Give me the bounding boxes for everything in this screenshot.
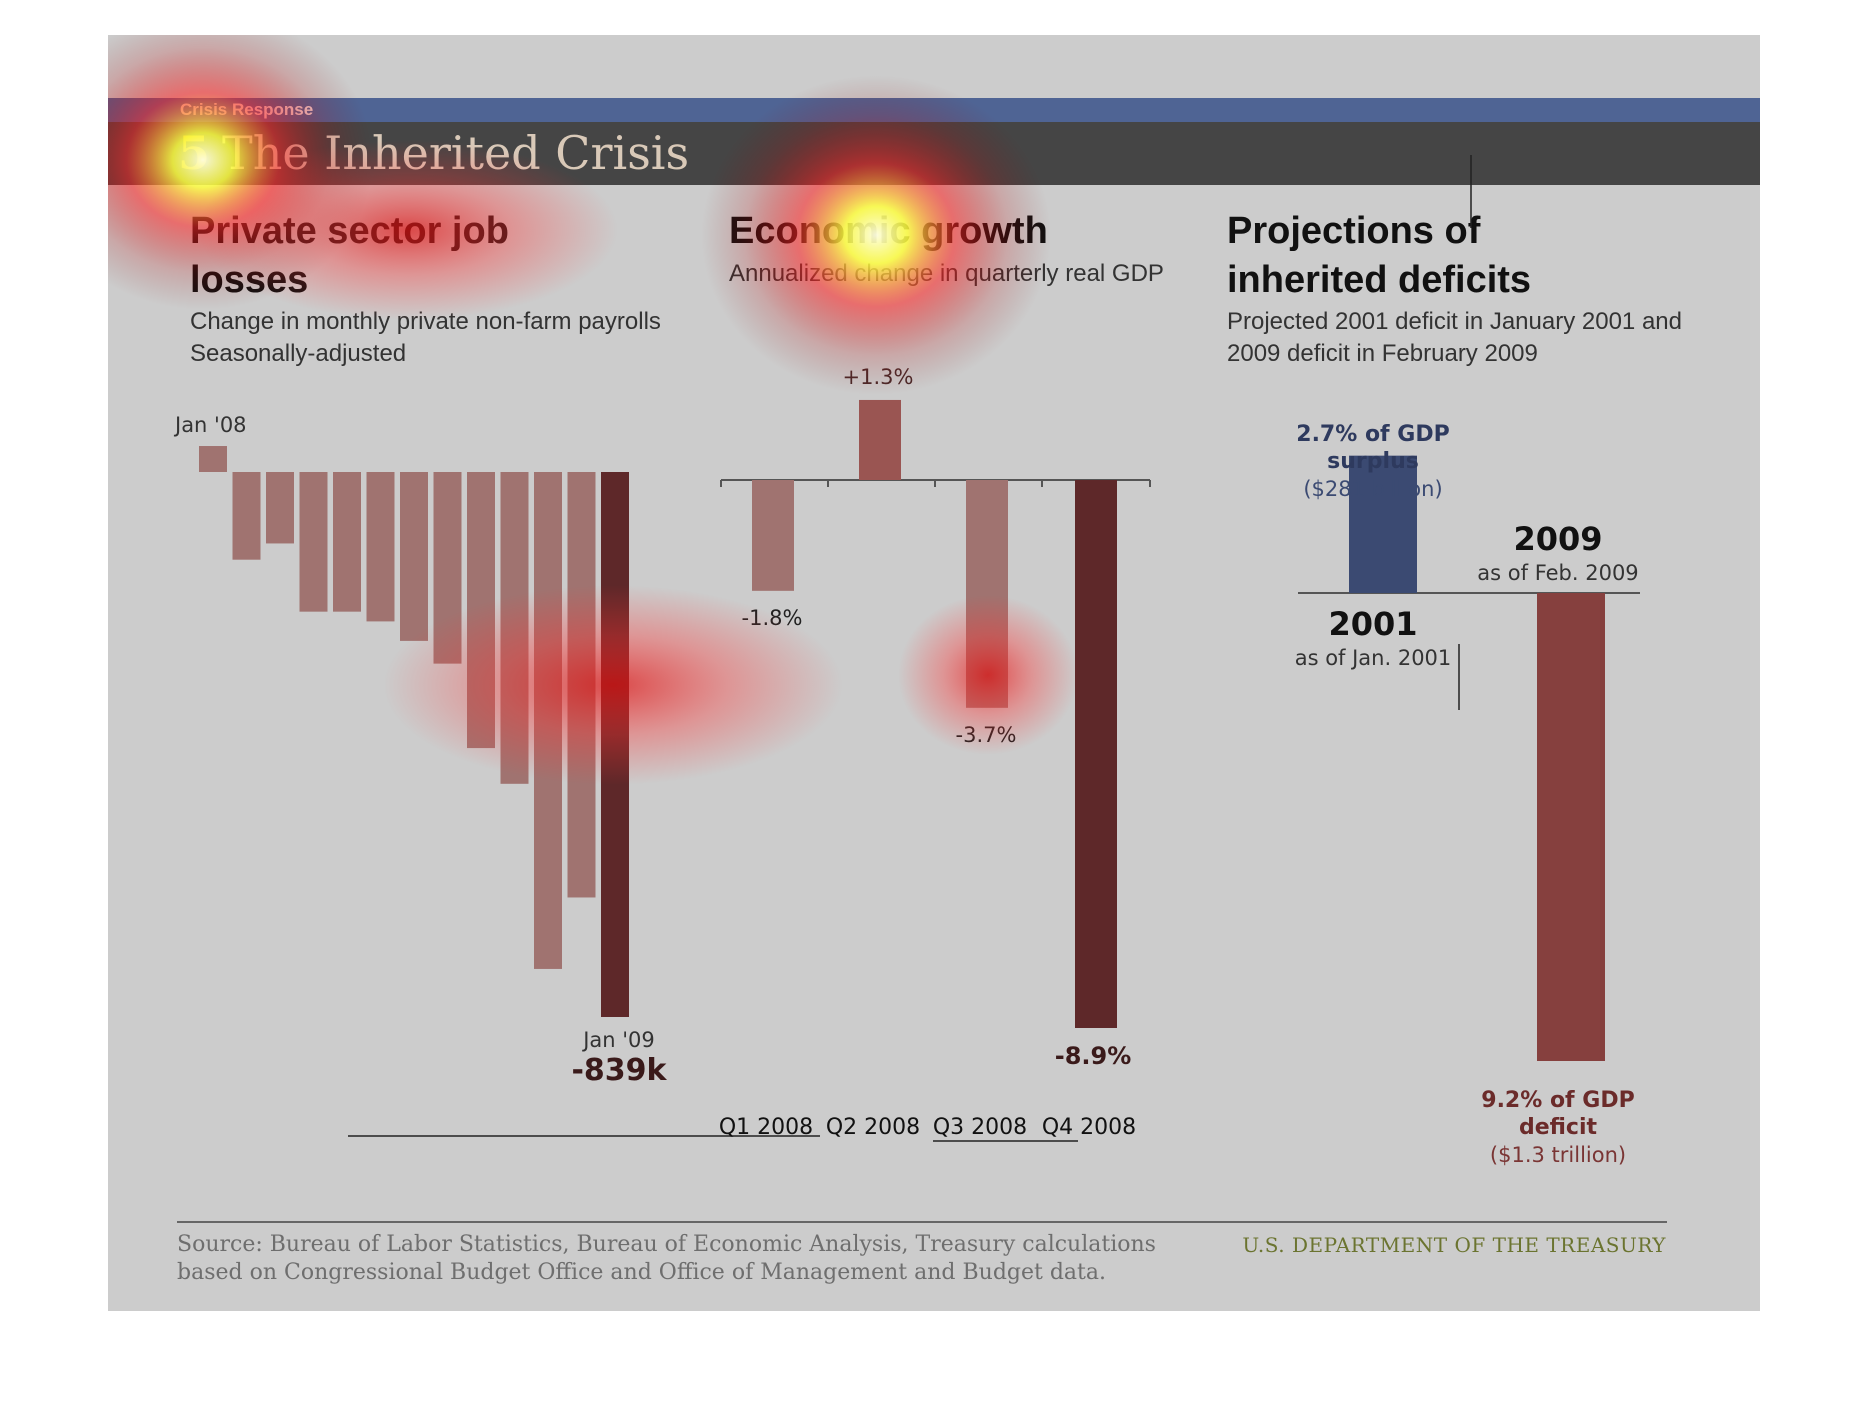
jobs-bar-11	[567, 472, 596, 898]
footer-rule	[177, 1221, 1667, 1223]
jobs-bar-12	[601, 472, 629, 1017]
footer-source: Source: Bureau of Labor Statistics, Bure…	[177, 1231, 1177, 1287]
deficit-title-1: Projections of	[1227, 210, 1481, 252]
jobs-start-label: Jan '08	[175, 413, 247, 437]
surplus-label-1: 2.7% of GDP	[1296, 422, 1450, 447]
jobs-bar-10	[534, 472, 562, 969]
jobs-bar-6	[400, 472, 428, 641]
deficit-chart	[1298, 155, 1640, 1061]
jobs-end-label: Jan '09	[583, 1028, 655, 1052]
department-logo-text: U.S. DEPARTMENT OF THE TREASURY	[1242, 1233, 1666, 1257]
jobs-bar-2	[266, 472, 294, 544]
jobs-chart	[199, 446, 820, 1137]
jobs-subtitle-2: Seasonally-adjusted	[190, 340, 407, 367]
deficit-bar-2001	[1349, 455, 1417, 593]
jobs-end-value-label: -839k	[571, 1053, 667, 1088]
deficit-subtitle-2: 2009 deficit in February 2009	[1227, 340, 1538, 367]
footer-source-line-1: Source: Bureau of Labor Statistics, Bure…	[177, 1232, 1156, 1257]
slide: Crisis Response 5 The Inherited Crisis Pr…	[108, 35, 1760, 1311]
gdp-bar-3	[1075, 480, 1117, 1028]
jobs-bar-0	[199, 446, 227, 472]
jobs-bar-7	[433, 472, 462, 664]
deficit-title-2: inherited deficits	[1227, 259, 1532, 301]
gdp-value-label-q4: -8.9%	[1054, 1042, 1132, 1070]
jobs-bar-3	[299, 472, 328, 612]
gdp-category-label-2: Q3 2008	[933, 1115, 1027, 1140]
gdp-value-label-q2: +1.3%	[842, 365, 914, 389]
gdp-value-label-q1: -1.8%	[741, 606, 803, 630]
deficit-subtitle-1: Projected 2001 deficit in January 2001 a…	[1227, 308, 1682, 335]
gdp-value-label-q3: -3.7%	[955, 723, 1017, 747]
gdp-category-label-3: Q4 2008	[1042, 1115, 1136, 1140]
jobs-bar-1	[232, 472, 261, 560]
footer-source-line-2: based on Congressional Budget Office and…	[177, 1260, 1106, 1285]
gdp-chart: Q1 2008 Q2 2008 Q3 2008 Q4 2008	[719, 399, 1151, 1142]
deficit-label-1: 9.2% of GDP	[1481, 1088, 1635, 1113]
gdp-category-label-0: Q1 2008	[719, 1115, 813, 1140]
deficit-label-2: deficit	[1518, 1115, 1598, 1140]
deficit-bar-2009	[1537, 593, 1605, 1061]
year-2001-label: 2001	[1328, 605, 1418, 643]
year-2009-label: 2009	[1513, 520, 1603, 558]
gdp-category-label-1: Q2 2008	[826, 1115, 920, 1140]
asof-2009-label: as of Feb. 2009	[1477, 561, 1639, 585]
jobs-bar-4	[333, 472, 361, 612]
surplus-amount: ($281 billion)	[1303, 477, 1443, 501]
gdp-bar-2	[966, 480, 1008, 708]
jobs-bar-8	[467, 472, 495, 749]
asof-2001-label: as of Jan. 2001	[1294, 646, 1452, 670]
surplus-label-2: surplus	[1327, 449, 1419, 474]
gdp-bar-1	[859, 399, 901, 480]
jobs-bar-9	[500, 472, 529, 784]
deficit-amount: ($1.3 trillion)	[1489, 1143, 1627, 1167]
jobs-bar-5	[366, 472, 395, 622]
gdp-bar-0	[752, 480, 794, 591]
